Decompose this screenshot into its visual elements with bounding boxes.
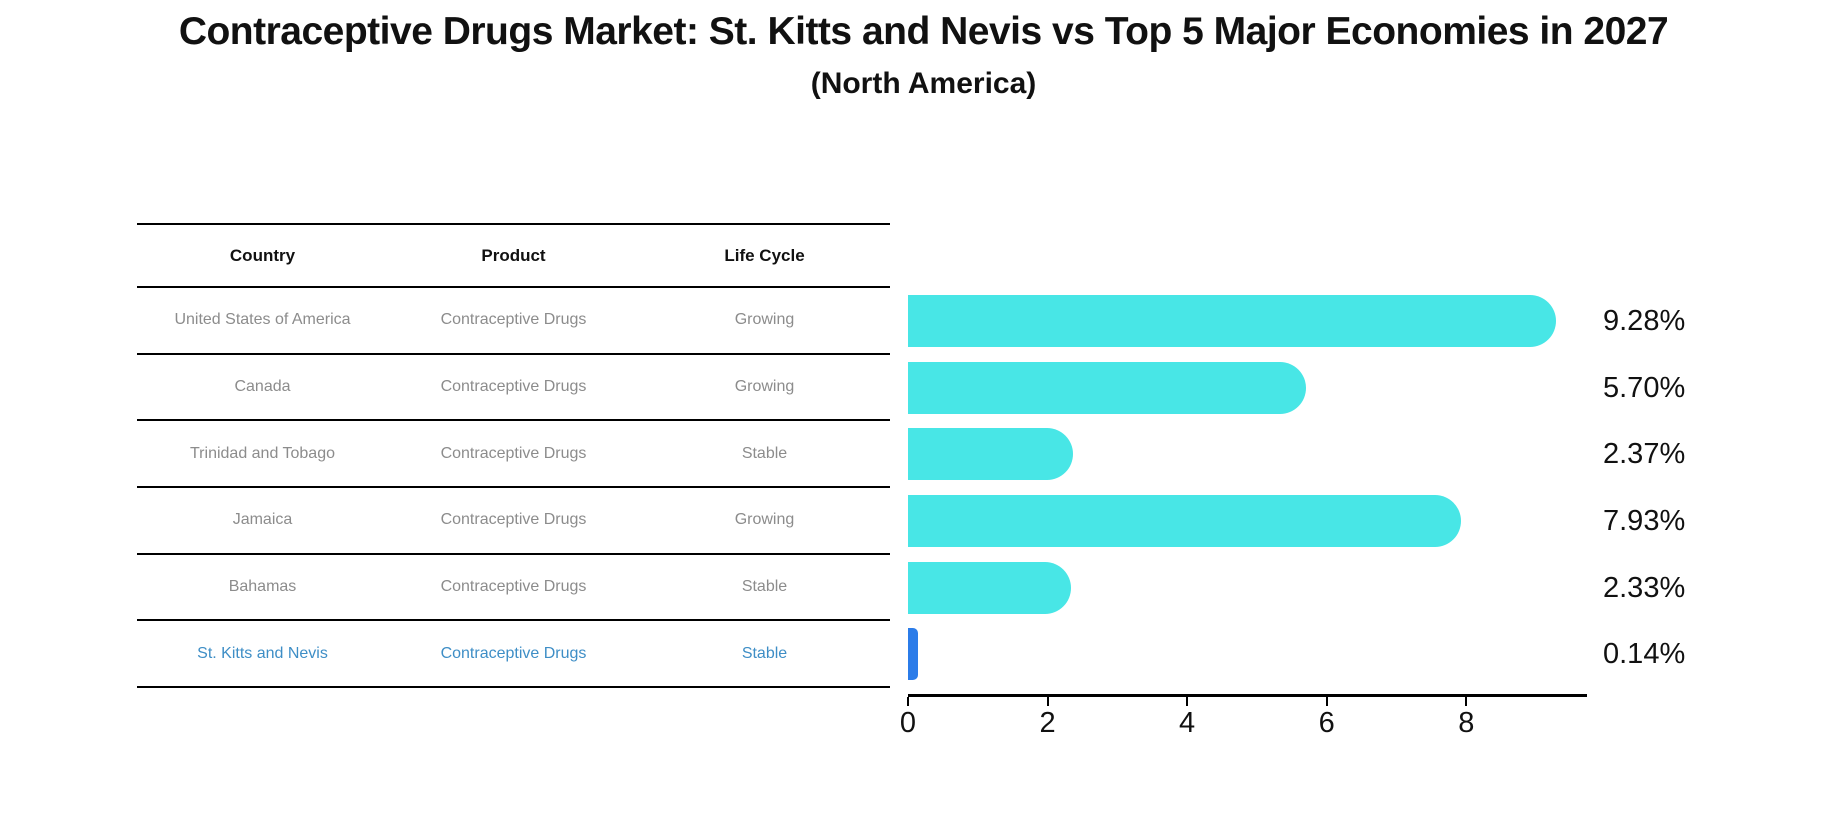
cell-product: Contraceptive Drugs <box>440 444 587 462</box>
bar-value-label: 2.37% <box>1603 438 1686 471</box>
x-axis-tick-label: 2 <box>1039 707 1056 739</box>
bar-value-label: 9.28% <box>1603 304 1686 337</box>
column-header-product: Product <box>481 245 546 265</box>
table-body: United States of America Contraceptive Dr… <box>137 288 890 689</box>
x-axis-tick-label: 0 <box>899 707 917 739</box>
cell-country: Canada <box>234 378 291 396</box>
table-row: Canada Contraceptive Drugs Growing <box>137 355 890 422</box>
x-axis-tick <box>1186 697 1189 706</box>
cell-life-cycle: Growing <box>734 311 795 329</box>
bar-value-label: 7.93% <box>1603 504 1686 537</box>
table-row: Trinidad and Tobago Contraceptive Drugs St… <box>137 421 890 489</box>
cell-product: Contraceptive Drugs <box>440 511 587 529</box>
table-row: Jamaica Contraceptive Drugs Growing <box>137 488 890 555</box>
data-table: Country Product Life Cycle United States… <box>137 223 890 689</box>
cell-product: Contraceptive Drugs <box>440 378 587 396</box>
cell-life-cycle: Growing <box>734 511 795 529</box>
x-axis-tick <box>907 697 909 706</box>
cell-product: Contraceptive Drugs <box>440 644 587 662</box>
bar-value-label: 2.33% <box>1603 571 1686 604</box>
x-axis-tick <box>1325 697 1328 706</box>
bar-canada <box>908 361 1306 414</box>
x-axis-tick <box>1465 697 1468 706</box>
bar-row: 7.93% <box>908 488 1685 555</box>
chart-title: Contraceptive Drugs Market: St. Kitts an… <box>178 10 1669 53</box>
cell-product: Contraceptive Drugs <box>440 578 587 596</box>
table-row: United States of America Contraceptive Dr… <box>137 288 890 355</box>
x-axis-tick-label: 4 <box>1179 707 1196 739</box>
bar-value-label: 0.14% <box>1603 638 1686 671</box>
cell-life-cycle: Growing <box>734 378 795 396</box>
cell-country: United States of America <box>174 311 351 329</box>
cell-country: Bahamas <box>228 578 297 596</box>
cell-product: Contraceptive Drugs <box>440 311 587 329</box>
cell-country: St. Kitts and Nevis <box>197 644 328 662</box>
bar-united-states-of-america <box>908 295 1556 347</box>
cell-life-cycle: Stable <box>741 578 788 596</box>
x-axis-tick <box>1046 697 1049 706</box>
cell-life-cycle: Stable <box>741 444 788 462</box>
column-header-country: Country <box>229 245 296 265</box>
x-axis-line: 0 2 4 6 8 <box>900 694 1587 739</box>
bar-row: 5.70% <box>908 355 1685 422</box>
bar-row: 9.28% <box>908 288 1685 355</box>
table-row: Bahamas Contraceptive Drugs Stable <box>137 555 890 622</box>
x-axis-tick-label: 8 <box>1458 707 1475 739</box>
bar-trinidad-and-tobago <box>908 428 1074 481</box>
bar-row: 0.14% <box>908 621 1685 688</box>
chart-subtitle: (North America) <box>810 67 1037 100</box>
bar-value-label: 5.70% <box>1603 371 1686 404</box>
bar-jamaica <box>908 495 1462 548</box>
table-header-row: Country Product Life Cycle <box>137 223 890 288</box>
bar-bahamas <box>908 561 1071 614</box>
table-row: St. Kitts and Nevis Contraceptive Drugs St… <box>137 621 890 689</box>
cell-country: Trinidad and Tobago <box>190 444 335 462</box>
bar-row: 2.33% <box>908 555 1685 622</box>
x-axis-tick-label: 6 <box>1318 707 1335 739</box>
cell-country: Jamaica <box>232 511 293 529</box>
bar-chart-area: 9.28% 5.70% 2.37% 7.93% 2.33% 0.14% <box>908 288 1685 688</box>
cell-life-cycle: Stable <box>741 644 788 662</box>
bar-st-kitts-and-nevis <box>908 628 918 681</box>
bar-row: 2.37% <box>908 421 1685 488</box>
column-header-life-cycle: Life Cycle <box>724 245 805 265</box>
